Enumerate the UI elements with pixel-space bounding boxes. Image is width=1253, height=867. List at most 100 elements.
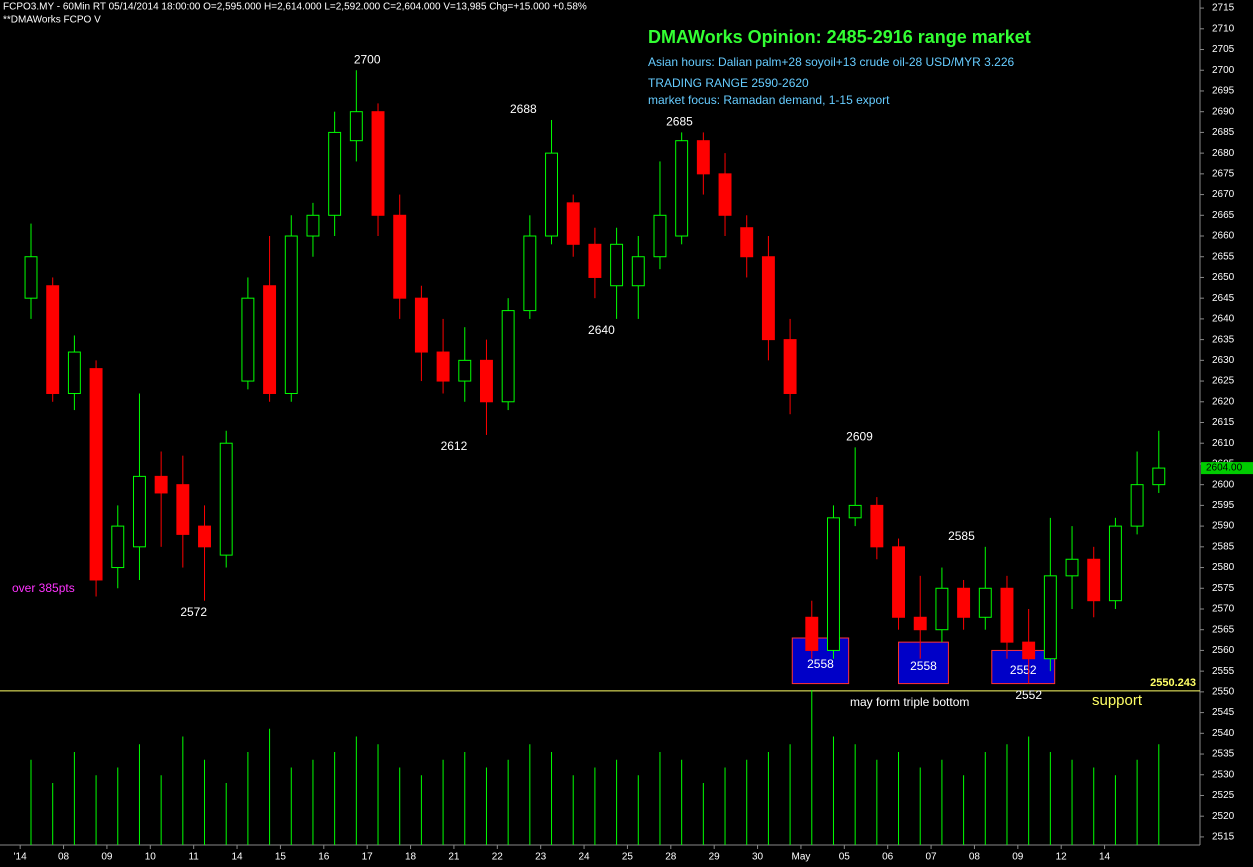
y-tick-label: 2640 (1212, 314, 1235, 325)
y-tick-label: 2575 (1212, 583, 1235, 594)
x-tick-label: 09 (1012, 852, 1024, 863)
y-tick-label: 2715 (1212, 3, 1235, 14)
candle-body (761, 256, 775, 341)
x-tick-label: 17 (362, 852, 374, 863)
y-tick-label: 2525 (1212, 790, 1235, 801)
candle-body (783, 339, 797, 394)
y-tick-label: 2595 (1212, 500, 1235, 511)
x-tick-label: 08 (58, 852, 70, 863)
note: TRADING RANGE 2590-2620 (648, 76, 809, 90)
candle-body (132, 475, 146, 548)
y-tick-label: 2675 (1212, 168, 1235, 179)
candle-body (67, 351, 81, 394)
candle-body (176, 484, 190, 535)
y-tick-label: 2665 (1212, 210, 1235, 221)
candle-body (263, 285, 277, 394)
zone-label: 2558 (910, 659, 937, 673)
y-tick-label: 2520 (1212, 811, 1235, 822)
candle-body (588, 243, 602, 278)
y-tick-label: 2635 (1212, 334, 1235, 345)
left-note: over 385pts (12, 581, 75, 595)
candle-body (393, 214, 407, 299)
candle-body (501, 310, 515, 403)
candle-body (414, 297, 428, 353)
y-tick-label: 2580 (1212, 562, 1235, 573)
candle-body (827, 517, 840, 651)
y-tick-label: 2615 (1212, 417, 1235, 428)
y-tick-label: 2590 (1212, 521, 1235, 532)
candle-body (24, 256, 38, 299)
candle-body (957, 587, 971, 618)
y-tick-label: 2540 (1212, 728, 1235, 739)
candle-body (306, 214, 320, 237)
y-tick-label: 2625 (1212, 376, 1235, 387)
note: market focus: Ramadan demand, 1-15 expor… (648, 93, 890, 107)
y-tick-label: 2565 (1212, 624, 1235, 635)
y-tick-label: 2630 (1212, 355, 1235, 366)
candle-body (46, 285, 60, 394)
candle-body (241, 297, 255, 382)
x-tick-label: 16 (318, 852, 330, 863)
x-tick-label: 14 (231, 852, 243, 863)
candle-body (219, 442, 233, 556)
candle-body (1087, 558, 1101, 602)
y-tick-label: 2685 (1212, 127, 1235, 138)
x-tick-label: 07 (926, 852, 938, 863)
candle-body (349, 111, 363, 142)
y-tick-label: 2610 (1212, 438, 1235, 449)
x-tick-label: '14 (14, 852, 27, 863)
candle-body (1000, 587, 1014, 643)
y-tick-label: 2585 (1212, 541, 1235, 552)
x-tick-label: 29 (709, 852, 721, 863)
peak-label: 2572 (180, 605, 207, 619)
y-tick-label: 2600 (1212, 479, 1235, 490)
y-tick-label: 2695 (1212, 86, 1235, 97)
zone (898, 641, 949, 685)
x-tick-label: 09 (101, 852, 113, 863)
candle-body (653, 214, 667, 258)
note: Asian hours: Dalian palm+28 soyoil+13 cr… (648, 55, 1015, 69)
y-tick-label: 2560 (1212, 645, 1235, 656)
y-tick-label: 2570 (1212, 604, 1235, 615)
x-tick-label: 15 (275, 852, 287, 863)
candle-body (913, 616, 927, 631)
x-tick-label: 06 (882, 852, 894, 863)
peak-label: 2612 (441, 439, 468, 453)
candle-body (978, 587, 992, 618)
peak-label: 2552 (1015, 688, 1042, 702)
y-tick-label: 2555 (1212, 666, 1235, 677)
y-tick-label: 2710 (1212, 23, 1235, 34)
chart-title: DMAWorks Opinion: 2485-2916 range market (648, 27, 1031, 47)
y-tick-label: 2705 (1212, 44, 1235, 55)
y-tick-label: 2670 (1212, 189, 1235, 200)
candle-body (740, 227, 754, 258)
y-tick-label: 2680 (1212, 148, 1235, 159)
x-tick-label: 08 (969, 852, 981, 863)
candle-body (566, 202, 580, 245)
candle-body (458, 359, 472, 382)
candle-body (848, 504, 862, 519)
peak-label: 2685 (666, 115, 693, 129)
zone-label: 2552 (1010, 663, 1037, 677)
x-tick-label: 10 (145, 852, 157, 863)
header: FCPO3.MY - 60Min RT 05/14/2014 18:00:00 … (3, 2, 587, 13)
candle-body (328, 131, 342, 216)
y-tick-label: 2650 (1212, 272, 1235, 283)
candle-body (545, 152, 558, 237)
candle-body (805, 616, 819, 651)
candle-body (111, 525, 125, 569)
peak-label: 2609 (846, 430, 873, 444)
last-price-tag (1201, 462, 1253, 475)
y-tick-label: 2550 (1212, 687, 1235, 698)
y-tick-label: 2515 (1212, 832, 1235, 843)
subheader: **DMAWorks FCPO V (3, 15, 101, 26)
peak-label: 2585 (948, 529, 975, 543)
x-tick-label: 05 (839, 852, 851, 863)
candle-body (1108, 525, 1122, 602)
candle-body (479, 359, 493, 403)
candle-body (371, 111, 385, 216)
candle-body (696, 140, 710, 175)
candle-body (523, 235, 537, 312)
